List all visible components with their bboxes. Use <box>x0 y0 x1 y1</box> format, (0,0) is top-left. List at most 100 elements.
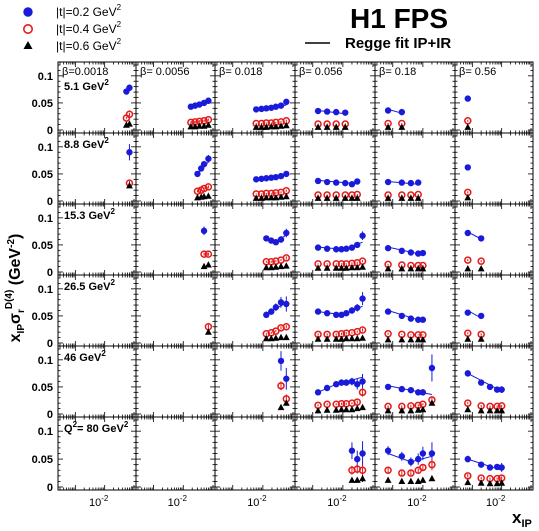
data-point-t02 <box>348 378 356 385</box>
data-point-t06 <box>342 334 350 342</box>
data-point-t02 <box>464 229 471 237</box>
data-point-t02 <box>283 98 290 106</box>
data-point-t02 <box>277 299 285 306</box>
data-point-t02 <box>348 307 356 314</box>
q2-label-2: 15.3 GeV2 <box>64 207 115 222</box>
data-point-t06 <box>464 478 472 486</box>
data-point-t06 <box>477 335 485 342</box>
x-tick-label: 10-2 <box>327 494 347 509</box>
data-point-t02 <box>398 312 406 320</box>
data-point-t04 <box>419 463 427 472</box>
data-point-t02 <box>359 232 366 239</box>
data-point-t04 <box>277 382 285 390</box>
beta-label-1: β= 0.0056 <box>140 66 189 78</box>
data-point-t06 <box>348 476 356 483</box>
panel-frame-r3-c2 <box>214 274 296 347</box>
data-point-t06 <box>398 477 406 485</box>
data-point-t06 <box>200 262 208 270</box>
data-point-t06 <box>314 406 322 414</box>
data-point-t02 <box>277 236 285 243</box>
data-point-t02 <box>398 385 406 393</box>
panel-frame-r4-c2 <box>214 345 296 418</box>
data-point-t06 <box>384 264 392 272</box>
data-point-t02 <box>314 244 322 251</box>
data-point-t06 <box>464 405 472 413</box>
panel-frame-r1-c2 <box>214 132 296 205</box>
data-point-t02 <box>258 105 265 113</box>
data-point-t06 <box>314 194 322 201</box>
data-point-t04 <box>398 469 406 477</box>
data-point-t06 <box>267 193 275 201</box>
data-point-t04 <box>477 257 485 265</box>
q2-label-5: Q2= 80 GeV2 <box>64 420 129 435</box>
data-point-t04 <box>358 466 367 474</box>
data-point-t06 <box>486 479 494 487</box>
data-point-t06 <box>258 194 265 201</box>
data-point-t02 <box>348 244 356 251</box>
y-tick-label: 0.1 <box>38 213 53 225</box>
data-point-t06 <box>272 263 280 270</box>
data-point-t06 <box>267 263 275 271</box>
data-point-t06 <box>323 335 331 342</box>
data-point-t06 <box>282 121 290 129</box>
data-point-t02 <box>338 246 345 253</box>
data-point-t02 <box>332 246 340 253</box>
x-tick-label: 10-2 <box>89 494 109 509</box>
data-point-t02 <box>258 175 265 182</box>
data-point-t02 <box>272 304 280 311</box>
data-point-t06 <box>414 194 422 201</box>
legend-label-t02: |t|=0.2 GeV2 <box>56 3 122 19</box>
data-point-t02 <box>407 458 415 466</box>
data-point-t02 <box>419 316 427 323</box>
legend-marker-t06 <box>23 41 33 49</box>
beta-label-4: β= 0.18 <box>379 66 416 78</box>
beta-label-0: β=0.0018 <box>62 66 108 78</box>
data-point-t04 <box>358 388 367 397</box>
data-point-t02 <box>493 386 501 393</box>
data-point-t06 <box>428 399 436 406</box>
data-point-t06 <box>493 406 501 414</box>
data-point-t06 <box>398 264 406 272</box>
data-point-t04 <box>204 183 213 191</box>
data-point-t06 <box>277 122 285 129</box>
marker-legend: |t|=0.2 GeV2 |t|=0.4 GeV2 |t|=0.6 GeV2 <box>22 3 122 53</box>
data-point-t02 <box>252 106 260 113</box>
data-point-t06 <box>407 194 415 201</box>
data-point-t02 <box>415 455 422 463</box>
y-tick-label: 0.05 <box>32 311 53 323</box>
data-point-t04 <box>272 327 280 335</box>
data-point-t02 <box>314 389 322 396</box>
data-point-t06 <box>262 263 270 271</box>
data-point-t06 <box>359 474 366 482</box>
data-point-t04 <box>282 323 291 331</box>
data-point-t02 <box>263 105 270 112</box>
data-point-t06 <box>341 194 349 201</box>
legend-label-t06: |t|=0.6 GeV2 <box>56 37 122 53</box>
data-point-t02 <box>348 181 356 188</box>
q2-label-3: 26.5 GeV2 <box>64 278 115 293</box>
data-point-t02 <box>277 172 285 180</box>
data-point-t06 <box>196 122 203 129</box>
data-point-t04 <box>282 254 291 262</box>
data-point-t02 <box>354 455 361 463</box>
data-point-t06 <box>277 193 285 200</box>
data-point-t06 <box>428 474 436 482</box>
data-point-t06 <box>348 405 356 413</box>
data-point-t02 <box>205 155 212 162</box>
data-point-t06 <box>348 334 356 342</box>
data-point-t02 <box>398 247 406 255</box>
data-point-t06 <box>464 335 472 342</box>
legend-marker-t04 <box>22 23 33 34</box>
data-point-t06 <box>477 264 485 272</box>
data-point-t02 <box>323 245 331 252</box>
data-point-t02 <box>477 379 485 386</box>
data-point-t04 <box>384 466 392 474</box>
data-point-t02 <box>354 241 361 249</box>
y-tick-label: 0 <box>47 125 53 137</box>
data-point-t02 <box>338 311 345 319</box>
data-point-t02 <box>272 239 280 246</box>
data-point-t02 <box>359 295 366 302</box>
data-point-t02 <box>354 381 361 388</box>
data-point-t02 <box>263 311 270 319</box>
data-point-t02 <box>398 453 406 460</box>
